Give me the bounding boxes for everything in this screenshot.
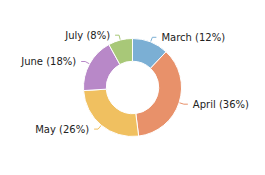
svg-text:March (12%): March (12%) [161,32,225,43]
svg-text:April (36%): April (36%) [193,99,249,110]
svg-text:May (26%): May (26%) [35,124,89,135]
svg-text:June (18%): June (18%) [20,56,76,67]
svg-text:July (8%): July (8%) [64,30,110,41]
